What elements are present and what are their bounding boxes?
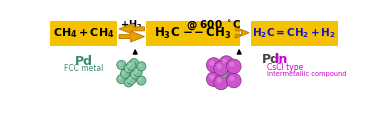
Text: Pd: Pd — [74, 55, 93, 68]
Polygon shape — [119, 31, 144, 42]
Circle shape — [139, 78, 142, 81]
Circle shape — [209, 75, 214, 80]
Text: $\mathbf{+ H_2}$: $\mathbf{+ H_2}$ — [120, 18, 143, 32]
FancyBboxPatch shape — [50, 21, 118, 46]
Circle shape — [217, 64, 222, 69]
Circle shape — [135, 69, 138, 72]
Circle shape — [219, 70, 234, 85]
Circle shape — [122, 71, 125, 74]
Circle shape — [133, 67, 142, 76]
FancyBboxPatch shape — [251, 21, 338, 46]
Circle shape — [222, 73, 227, 78]
Polygon shape — [235, 27, 249, 38]
Circle shape — [214, 75, 228, 90]
Circle shape — [219, 56, 234, 70]
Text: $\mathbf{H_3C\ \!-\!\!-\!\!\ CH_3}$: $\mathbf{H_3C\ \!-\!\!-\!\!\ CH_3}$ — [154, 26, 232, 41]
Circle shape — [127, 75, 136, 84]
Circle shape — [139, 63, 142, 67]
Circle shape — [119, 76, 122, 79]
Text: FCC metal: FCC metal — [64, 64, 103, 73]
Text: CsCl type: CsCl type — [267, 63, 303, 72]
Circle shape — [226, 59, 241, 74]
Circle shape — [117, 75, 126, 84]
Circle shape — [131, 74, 135, 78]
Circle shape — [131, 60, 135, 63]
Circle shape — [121, 69, 130, 78]
Circle shape — [126, 79, 129, 83]
Circle shape — [127, 61, 136, 70]
Circle shape — [220, 69, 228, 77]
Text: $\mathbf{CH_4 + CH_4}$: $\mathbf{CH_4 + CH_4}$ — [53, 27, 115, 40]
Circle shape — [229, 76, 234, 81]
Circle shape — [124, 64, 133, 73]
Circle shape — [129, 63, 132, 66]
Circle shape — [129, 77, 132, 80]
Circle shape — [126, 65, 129, 69]
Circle shape — [117, 60, 126, 70]
Circle shape — [221, 70, 224, 73]
Text: $\mathbf{@ \ 600\ ^\circ C}$: $\mathbf{@ \ 600\ ^\circ C}$ — [186, 18, 242, 32]
Polygon shape — [119, 23, 144, 34]
Circle shape — [123, 67, 132, 76]
Circle shape — [130, 70, 139, 79]
Circle shape — [206, 72, 221, 87]
FancyBboxPatch shape — [146, 21, 240, 46]
Circle shape — [137, 76, 146, 85]
Circle shape — [229, 62, 234, 67]
Text: intermetallic compound: intermetallic compound — [267, 71, 346, 77]
Circle shape — [119, 62, 122, 65]
Circle shape — [129, 59, 139, 68]
Circle shape — [124, 78, 133, 87]
Text: In: In — [274, 53, 288, 66]
Circle shape — [217, 78, 222, 83]
Circle shape — [137, 62, 146, 71]
Circle shape — [132, 71, 135, 75]
Text: $\mathbf{H_2C{=}CH_2 + H_2}$: $\mathbf{H_2C{=}CH_2 + H_2}$ — [252, 27, 336, 40]
Circle shape — [125, 68, 128, 71]
Text: Pd: Pd — [262, 53, 280, 66]
Circle shape — [214, 61, 228, 76]
Circle shape — [226, 73, 241, 88]
Circle shape — [222, 59, 227, 64]
Circle shape — [129, 73, 139, 82]
Circle shape — [206, 58, 221, 72]
Circle shape — [209, 60, 214, 66]
